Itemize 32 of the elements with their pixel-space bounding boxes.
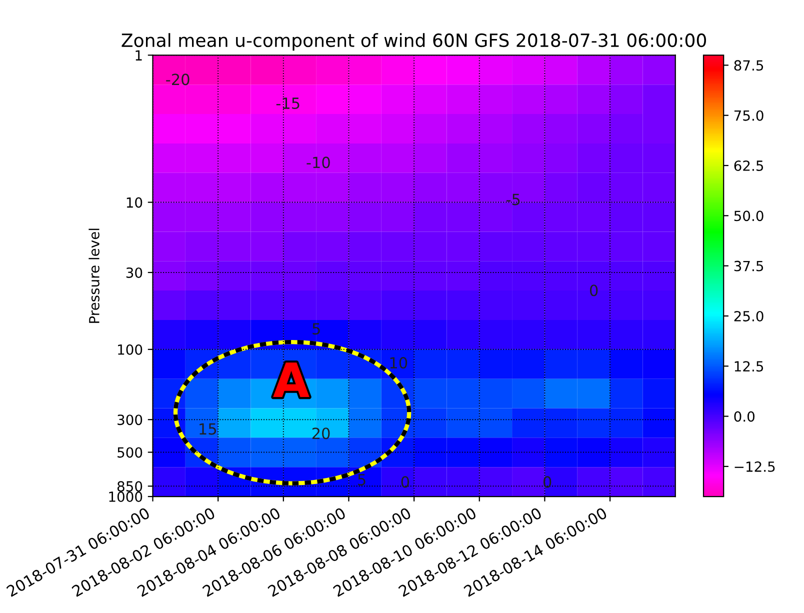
annotation: -5	[506, 194, 520, 206]
color-bar-label: 50.0	[734, 210, 764, 222]
y-tick-label: 1	[136, 50, 142, 60]
color-bar-label: 25.0	[734, 310, 764, 322]
y-tick-label: 850	[117, 481, 142, 492]
annotation: -20	[166, 74, 190, 86]
annotation: 10	[390, 357, 408, 369]
y-tick-label: 300	[118, 414, 142, 426]
color-bar-label: 87.5	[734, 60, 764, 71]
color-bar-label: 62.5	[734, 160, 764, 171]
color-bar-label: 37.5	[734, 260, 764, 272]
annotation: -10	[306, 156, 330, 168]
color-bar-label: 12.5	[734, 361, 764, 372]
color-bar-label: −12.5	[734, 461, 775, 472]
y-tick-label: 500	[118, 447, 142, 458]
annotation: 0	[543, 476, 552, 488]
color-bar-label: 0.0	[734, 411, 754, 422]
annotation: A	[273, 362, 310, 398]
y-tick-label: 10	[126, 197, 142, 208]
annotation: 15	[200, 423, 216, 435]
annotation: 5	[358, 474, 366, 486]
annotation: 20	[312, 428, 330, 440]
y-tick-label: 30	[126, 267, 142, 278]
annotation: 0	[401, 476, 410, 488]
y-axis-title: Pressure level	[88, 228, 100, 323]
y-tick-label: 1000	[109, 492, 142, 502]
annotation: 0	[590, 284, 598, 296]
chart-title: Zonal mean u-component of wind 60N GFS 2018-07-31 06:00:00	[122, 33, 706, 51]
annotation: -15	[276, 98, 300, 110]
annotation: 5	[312, 323, 320, 335]
color-bar-label: 75.0	[734, 110, 764, 121]
y-tick-label: 100	[118, 344, 142, 355]
